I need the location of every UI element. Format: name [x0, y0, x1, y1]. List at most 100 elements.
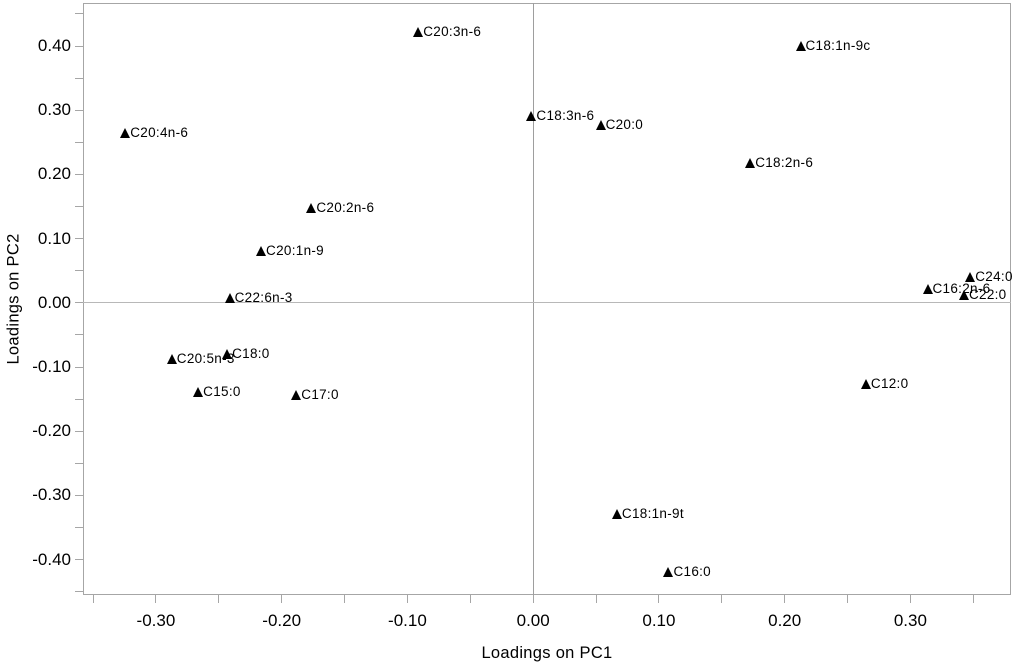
triangle-marker-icon: [222, 349, 233, 360]
y-axis-tick: [75, 109, 83, 111]
y-axis-tick-label: 0.20: [37, 164, 71, 184]
x-axis-tick-label: 0.00: [516, 611, 550, 630]
point-label: C18:0: [232, 346, 270, 362]
y-axis-tick-label: 0.40: [37, 36, 71, 56]
data-point: C16:0: [663, 564, 711, 579]
point-label: C18:1n-9t: [621, 506, 684, 522]
point-label: C16:2n-6: [932, 280, 991, 296]
point-label: C16:0: [673, 563, 711, 579]
x-axis-tick: [218, 595, 220, 603]
data-point: C22:0: [958, 287, 1006, 302]
y-axis-tick: [75, 302, 83, 304]
point-label: C18:1n-9c: [805, 38, 871, 54]
data-point: C20:0: [595, 117, 643, 132]
x-axis-tick-label: -0.10: [388, 611, 427, 630]
triangle-marker-icon: [595, 119, 606, 130]
data-point: C22:6n-3: [224, 290, 292, 305]
triangle-marker-icon: [224, 292, 235, 303]
y-axis-tick: [75, 462, 83, 464]
x-axis-tick: [344, 595, 346, 603]
triangle-marker-icon: [965, 272, 976, 283]
data-point: C18:1n-9c: [795, 38, 870, 53]
triangle-marker-icon: [306, 203, 317, 214]
x-axis-tick-label: -0.20: [262, 611, 302, 630]
y-axis-tick: [75, 334, 83, 336]
x-axis-tick: [281, 595, 283, 603]
y-axis-tick: [75, 494, 83, 496]
point-label: C15:0: [203, 384, 241, 400]
data-point: C18:2n-6: [745, 155, 813, 170]
x-axis-tick: [406, 595, 408, 603]
x-axis-tick: [784, 595, 786, 603]
y-axis-tick-label: -0.10: [32, 357, 71, 377]
x-axis-tick: [658, 595, 660, 603]
y-axis-tick-label: 0.00: [37, 292, 71, 312]
triangle-marker-icon: [166, 353, 177, 364]
y-axis-tick-label: 0.10: [37, 228, 71, 248]
x-axis-tick: [847, 595, 849, 603]
point-label: C17:0: [301, 386, 339, 402]
x-axis-tick: [155, 595, 157, 603]
triangle-marker-icon: [413, 26, 424, 37]
point-label: C22:6n-3: [234, 289, 293, 305]
triangle-marker-icon: [611, 509, 622, 520]
x-axis-tick: [92, 595, 94, 603]
point-label: C20:0: [605, 116, 644, 132]
y-axis-tick: [75, 270, 83, 272]
y-axis-tick: [75, 45, 83, 47]
y-axis-tick: [75, 77, 83, 79]
data-point: C18:3n-6: [526, 108, 594, 123]
data-point: C12:0: [860, 376, 908, 391]
triangle-marker-icon: [745, 157, 756, 168]
data-point: C20:5n-3: [166, 351, 234, 366]
triangle-marker-icon: [193, 387, 204, 398]
point-label: C20:2n-6: [316, 200, 375, 216]
point-label: C18:2n-6: [755, 154, 814, 170]
x-axis-tick: [595, 595, 597, 603]
data-point: C20:4n-6: [120, 125, 188, 140]
zero-line-horizontal: [83, 302, 1011, 304]
y-axis-tick: [75, 398, 83, 400]
y-axis-tick: [75, 366, 83, 368]
x-axis-tick: [721, 595, 723, 603]
y-axis-tick: [75, 559, 83, 561]
data-point: C20:1n-9: [256, 243, 324, 258]
triangle-marker-icon: [120, 127, 131, 138]
y-axis-tick: [75, 206, 83, 208]
point-label: C20:1n-9: [266, 242, 324, 258]
data-point: C18:1n-9t: [611, 506, 684, 521]
y-axis-tick: [75, 527, 83, 529]
x-axis-title: Loadings on PC1: [481, 644, 613, 662]
point-label: C24:0: [975, 269, 1013, 285]
data-point: C15:0: [193, 384, 240, 399]
x-axis-tick: [972, 595, 974, 603]
y-axis-tick-label: -0.30: [32, 485, 71, 505]
triangle-marker-icon: [291, 389, 302, 400]
data-point: C20:3n-6: [413, 24, 481, 39]
y-axis-tick: [75, 591, 83, 593]
triangle-marker-icon: [922, 283, 933, 294]
x-axis-tick-label: 0.20: [768, 611, 802, 630]
triangle-marker-icon: [663, 566, 674, 577]
plot-area: [83, 3, 1011, 595]
x-axis-tick-label: 0.10: [642, 611, 676, 630]
point-label: C18:3n-6: [536, 108, 595, 123]
triangle-marker-icon: [256, 245, 267, 256]
point-label: C22:0: [968, 287, 1007, 303]
y-axis-tick: [75, 430, 83, 432]
zero-line-vertical: [532, 3, 534, 595]
x-axis-tick: [909, 595, 911, 603]
point-label: C20:3n-6: [423, 23, 482, 39]
triangle-marker-icon: [860, 378, 871, 389]
point-label: C12:0: [870, 375, 909, 391]
y-axis-tick: [75, 13, 83, 15]
x-axis-tick-label: -0.30: [136, 611, 176, 630]
point-label: C20:5n-3: [176, 350, 235, 366]
y-axis-tick: [75, 238, 83, 240]
triangle-marker-icon: [526, 111, 537, 121]
y-axis-tick: [75, 141, 83, 143]
triangle-marker-icon: [795, 41, 806, 52]
data-point: C18:0: [222, 346, 269, 361]
triangle-marker-icon: [958, 290, 969, 301]
